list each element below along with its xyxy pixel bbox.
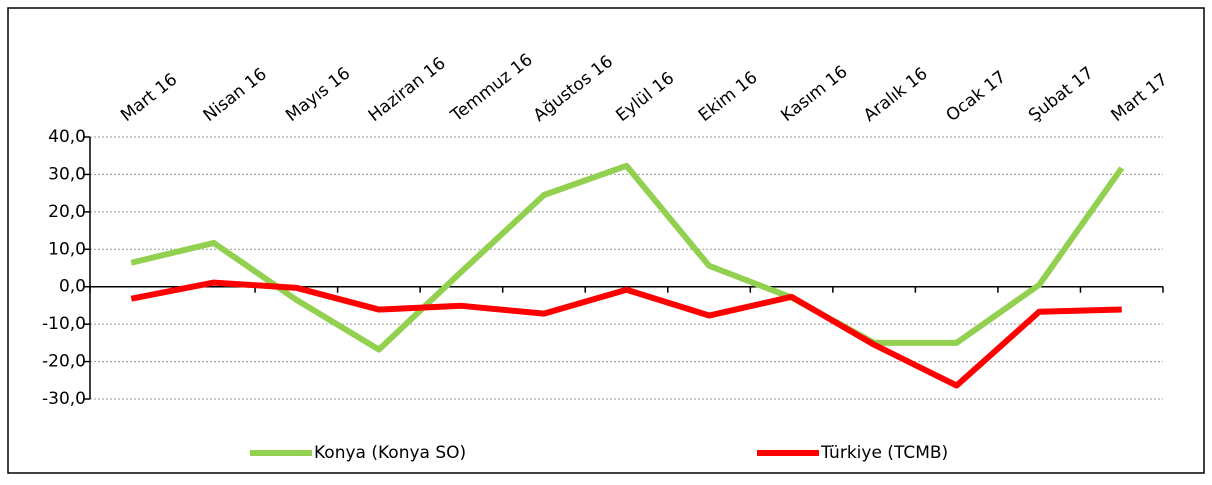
legend-label: Türkiye (TCMB) (820, 443, 948, 463)
y-tick-label: -30,0 (42, 389, 86, 409)
y-tick-label: 40,0 (48, 127, 86, 147)
y-tick-label: 20,0 (48, 202, 86, 222)
y-tick-label: 30,0 (48, 164, 86, 184)
line-series (130, 162, 1125, 353)
legend-label: Konya (Konya SO) (314, 443, 466, 463)
y-tick-label: -10,0 (42, 314, 86, 334)
chart-border (7, 7, 1205, 474)
y-tick-label: -20,0 (42, 352, 86, 372)
y-tick-label: 0,0 (59, 277, 86, 297)
y-tick-label: 10,0 (48, 239, 86, 259)
line-series (130, 279, 1122, 389)
